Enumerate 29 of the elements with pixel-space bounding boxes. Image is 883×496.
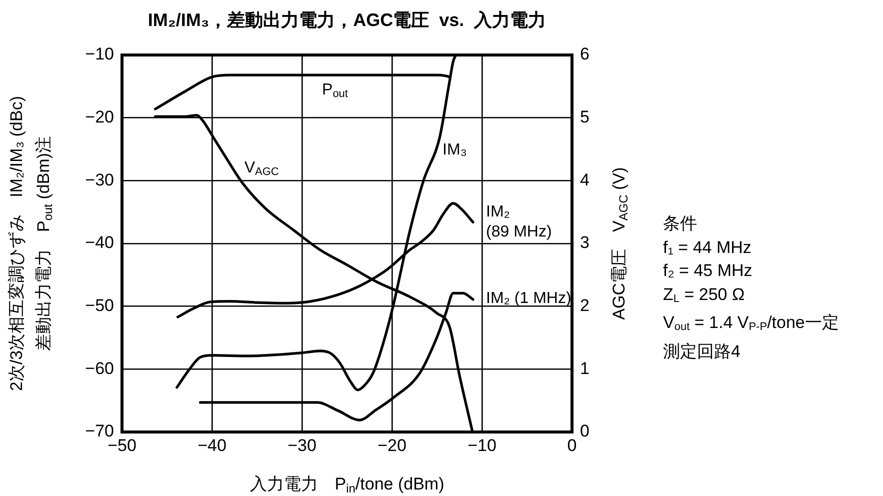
text: 条件 (663, 213, 698, 235)
x-tick-label: 0 (567, 436, 577, 455)
y-tick-label: −10 (85, 44, 114, 64)
y2-tick-label: 1 (580, 358, 590, 378)
y2-tick-label: 3 (580, 233, 590, 252)
x-tick-label: −30 (288, 436, 316, 455)
y2-tick-label: 4 (580, 170, 590, 190)
x-tick-label: −10 (468, 436, 496, 455)
series-label: IM₂ (89 MHz) (486, 204, 552, 241)
y-tick-label: −60 (85, 358, 114, 378)
y2-tick-label: 5 (580, 108, 590, 127)
x-tick-label: −40 (198, 436, 226, 455)
y-tick-label: −30 (85, 170, 114, 190)
y-tick-label: −40 (85, 233, 114, 252)
text: Z$_{L}$ = 250 Ω (663, 284, 746, 306)
text: f₂ = 45 MHz (663, 260, 754, 282)
series-label: IM₂ (1 MHz) (486, 290, 572, 307)
y2-tick-label: 2 (580, 296, 590, 316)
text: f₁ = 44 MHz (663, 236, 752, 258)
series-label: IM₃ (442, 142, 467, 159)
y2-axis-title: AGC電圧 VAGC (V) (610, 167, 631, 320)
y2-tick-label: 6 (580, 44, 590, 64)
text: V$_{out}$ = 1.4 V$_{P-P}$/tone一定 (663, 312, 839, 335)
y-tick-label: −50 (85, 296, 114, 316)
y2-tick-label: 0 (580, 422, 590, 441)
x-tick-label: −20 (378, 436, 406, 455)
y-tick-label: −20 (85, 108, 114, 127)
text: 測定回路4 (663, 340, 742, 362)
chart-title: IM₂/IM₃，差動出力電力，AGC電圧 vs. 入力電力 (148, 10, 546, 30)
